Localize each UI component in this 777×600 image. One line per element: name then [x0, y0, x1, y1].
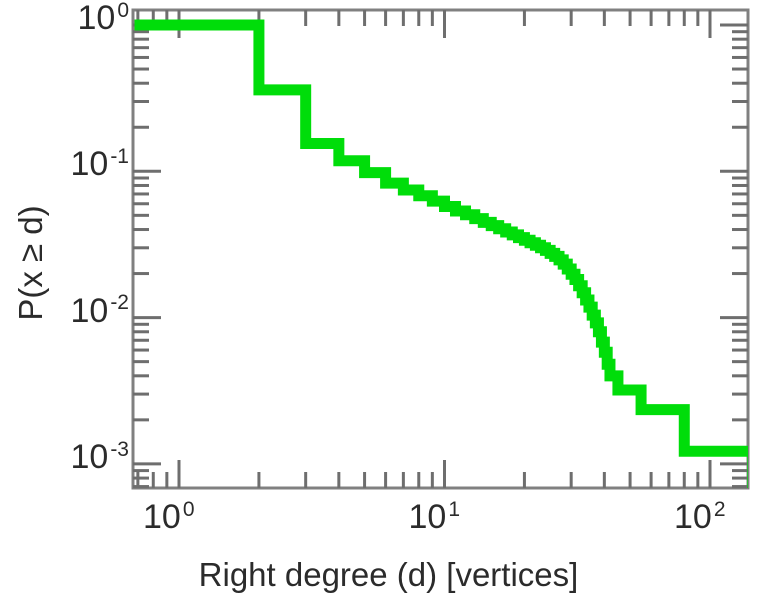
tick-exponent: 0 — [117, 0, 129, 22]
x-tick-label-1e1: 101 — [408, 497, 461, 536]
ccdf-step-line — [134, 19, 748, 488]
y-tick-label-1e-3: 10-3 — [70, 437, 129, 476]
axis-ticks — [133, 10, 748, 489]
plot-frame — [131, 8, 750, 490]
y-tick-label-1e0: 100 — [77, 0, 129, 37]
data-series — [134, 19, 748, 488]
y-axis-title: P(x ≥ d) — [12, 205, 49, 321]
tick-exponent: 1 — [448, 497, 461, 521]
x-tick-label-1e2: 102 — [674, 497, 726, 536]
tick-exponent: 0 — [182, 497, 195, 521]
x-tick-label-1e0: 100 — [143, 497, 195, 536]
y-tick-label-1e-1: 10-1 — [70, 144, 129, 184]
tick-exponent: -3 — [110, 437, 129, 461]
tick-exponent: -1 — [110, 144, 129, 168]
tick-exponent: -2 — [110, 291, 129, 315]
tick-exponent: 2 — [713, 497, 726, 521]
x-axis-title: Right degree (d) [vertices] — [198, 556, 579, 593]
y-tick-label-1e-2: 10-2 — [70, 291, 129, 330]
axes-box — [131, 8, 750, 490]
